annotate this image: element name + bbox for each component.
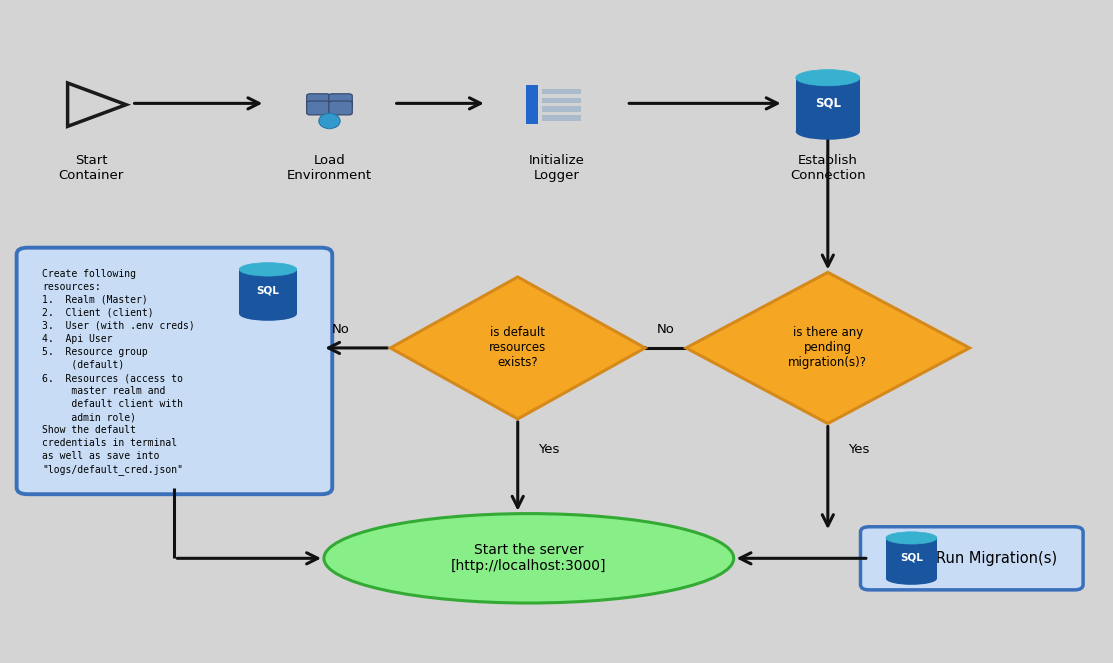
Bar (542, 89, 581, 94)
Polygon shape (322, 119, 337, 130)
FancyBboxPatch shape (17, 248, 333, 494)
FancyBboxPatch shape (307, 101, 331, 115)
FancyBboxPatch shape (328, 93, 353, 107)
Text: No: No (657, 323, 674, 336)
Ellipse shape (796, 70, 860, 86)
Ellipse shape (324, 514, 733, 603)
Bar (542, 107, 581, 112)
Polygon shape (391, 277, 646, 419)
FancyBboxPatch shape (796, 78, 860, 132)
Ellipse shape (796, 123, 860, 140)
Bar (542, 115, 581, 121)
FancyBboxPatch shape (239, 269, 297, 314)
Text: Yes: Yes (848, 444, 869, 456)
Text: is default
resources
exists?: is default resources exists? (489, 326, 546, 369)
FancyBboxPatch shape (328, 101, 353, 115)
FancyBboxPatch shape (886, 538, 937, 579)
Ellipse shape (886, 573, 937, 585)
Text: No: No (332, 323, 349, 336)
Text: SQL: SQL (815, 97, 840, 110)
Text: Run Migration(s): Run Migration(s) (936, 551, 1056, 566)
Ellipse shape (318, 113, 341, 129)
FancyBboxPatch shape (526, 86, 538, 124)
Ellipse shape (239, 308, 297, 321)
FancyBboxPatch shape (860, 527, 1083, 590)
Text: SQL: SQL (900, 552, 923, 562)
Text: Start the server
[http://localhost:3000]: Start the server [http://localhost:3000] (451, 543, 607, 573)
Text: Start
Container: Start Container (59, 154, 124, 182)
Text: Initialize
Logger: Initialize Logger (529, 154, 584, 182)
Ellipse shape (886, 532, 937, 544)
Ellipse shape (239, 263, 297, 276)
Text: Yes: Yes (538, 444, 559, 456)
Text: SQL: SQL (257, 285, 279, 296)
Polygon shape (686, 272, 969, 424)
Text: Create following
resources:
1.  Realm (Master)
2.  Client (client)
3.  User (wit: Create following resources: 1. Realm (Ma… (42, 269, 195, 475)
Text: Establish
Connection: Establish Connection (790, 154, 866, 182)
Text: Load
Environment: Load Environment (287, 154, 372, 182)
Bar (542, 97, 581, 103)
Text: is there any
pending
migration(s)?: is there any pending migration(s)? (788, 326, 867, 369)
FancyBboxPatch shape (307, 93, 331, 107)
